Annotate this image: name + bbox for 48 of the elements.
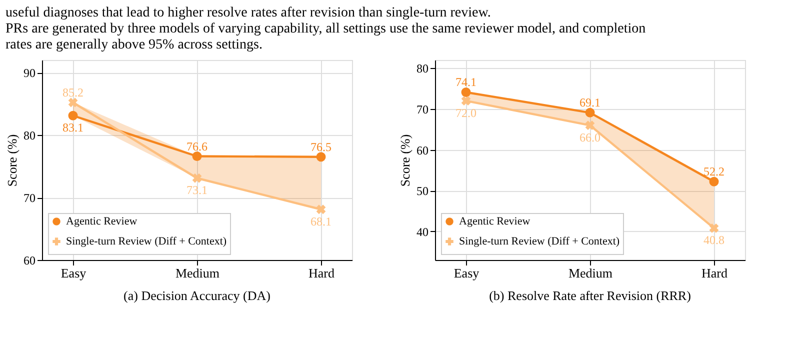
legend-label: Agentic Review xyxy=(66,216,138,228)
y-tick-label: 70 xyxy=(24,191,36,205)
data-label: 76.6 xyxy=(186,139,208,154)
x-tick-label: Medium xyxy=(568,266,613,280)
point xyxy=(585,108,595,118)
data-label: 83.1 xyxy=(62,120,84,135)
y-tick-label: 60 xyxy=(416,143,428,158)
y-tick-label: 80 xyxy=(24,128,36,142)
data-label: 76.5 xyxy=(310,140,332,154)
data-label: 69.1 xyxy=(580,96,600,110)
y-tick-label: 60 xyxy=(24,254,36,268)
point xyxy=(68,110,78,120)
data-label: 52.2 xyxy=(704,164,724,179)
point xyxy=(461,88,471,97)
y-axis-title: Score (%) xyxy=(398,134,412,187)
point xyxy=(316,204,326,214)
x-tick-label: Easy xyxy=(60,266,87,280)
point xyxy=(461,96,471,106)
y-tick-label: 40 xyxy=(416,224,428,239)
text: (b) Resolve Rate after Revision (RRR) xyxy=(489,288,691,303)
x-tick-label: Hard xyxy=(308,266,335,280)
data-label: 85.2 xyxy=(62,86,84,100)
legend-label: Single-turn Review (Diff + Context) xyxy=(459,236,620,248)
data-label: 40.8 xyxy=(704,233,724,248)
y-tick-label: 90 xyxy=(24,66,36,80)
data-label: 68.1 xyxy=(310,214,332,228)
y-tick-label: 80 xyxy=(416,62,428,76)
text: useful diagnoses that lead to higher resolve rates after revision than single-turn review. xyxy=(6,6,491,20)
point xyxy=(709,176,719,186)
x-tick-label: Easy xyxy=(454,266,480,280)
point xyxy=(709,223,719,233)
legend-label: Single-turn Review (Diff + Context) xyxy=(66,236,227,248)
point xyxy=(192,173,202,183)
point xyxy=(316,152,326,162)
y-axis-title: Score (%) xyxy=(4,134,20,187)
text: (a) Decision Accuracy (DA) xyxy=(124,288,270,303)
data-label: 66.0 xyxy=(580,130,600,144)
x-tick-label: Medium xyxy=(175,266,220,280)
data-label: 73.1 xyxy=(186,183,208,198)
legend-label: Agentic Review xyxy=(459,216,530,228)
point xyxy=(585,120,595,130)
x-tick-label: Hard xyxy=(702,266,728,280)
data-label: 72.0 xyxy=(456,106,476,120)
y-tick-label: 50 xyxy=(416,184,428,198)
point xyxy=(68,98,78,108)
data-label: 74.1 xyxy=(456,75,476,90)
text: PRs are generated by three models of varying capability, all settings use the same reviewer model, and completion rates are generally above 95% across settings. xyxy=(6,22,646,52)
y-tick-label: 70 xyxy=(416,102,428,116)
